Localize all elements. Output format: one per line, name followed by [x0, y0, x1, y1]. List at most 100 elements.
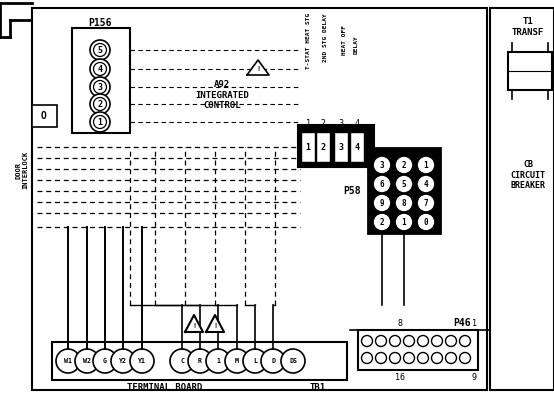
Text: C: C — [180, 358, 184, 364]
Circle shape — [373, 156, 391, 174]
Text: DELAY: DELAY — [353, 35, 358, 54]
Text: 4: 4 — [98, 64, 102, 73]
Circle shape — [90, 94, 110, 114]
Circle shape — [395, 156, 413, 174]
Circle shape — [188, 349, 212, 373]
Text: 5: 5 — [98, 45, 102, 55]
Text: 4: 4 — [355, 143, 360, 152]
Circle shape — [417, 156, 435, 174]
Circle shape — [373, 213, 391, 231]
Bar — [301, 132, 315, 162]
Polygon shape — [247, 60, 269, 75]
Text: !: ! — [256, 66, 260, 72]
Circle shape — [445, 335, 456, 346]
Text: HEAT OFF: HEAT OFF — [341, 25, 346, 55]
Circle shape — [90, 40, 110, 60]
Circle shape — [111, 349, 135, 373]
Text: Y2: Y2 — [119, 358, 127, 364]
Text: TB1: TB1 — [310, 382, 326, 391]
Text: 3: 3 — [379, 160, 384, 169]
Circle shape — [395, 175, 413, 193]
Text: 9: 9 — [471, 372, 476, 382]
Circle shape — [418, 335, 428, 346]
Bar — [368, 148, 440, 233]
Text: L: L — [253, 358, 257, 364]
Circle shape — [395, 194, 413, 212]
Circle shape — [373, 175, 391, 193]
Text: P46: P46 — [453, 318, 471, 328]
Circle shape — [94, 115, 106, 128]
Text: 1: 1 — [98, 117, 102, 126]
Circle shape — [281, 349, 305, 373]
Circle shape — [403, 335, 414, 346]
Circle shape — [417, 194, 435, 212]
Text: T1
TRANSF: T1 TRANSF — [512, 17, 544, 37]
Text: DOOR
INTERLOCK: DOOR INTERLOCK — [16, 151, 28, 189]
Text: 1: 1 — [305, 118, 310, 128]
Text: 1: 1 — [216, 358, 220, 364]
Circle shape — [376, 335, 387, 346]
Bar — [72, 28, 130, 133]
Text: 0: 0 — [424, 218, 428, 226]
Text: 2: 2 — [98, 100, 102, 109]
Circle shape — [395, 213, 413, 231]
Text: O: O — [41, 111, 47, 121]
Bar — [32, 8, 487, 390]
Circle shape — [432, 335, 443, 346]
Text: R: R — [198, 358, 202, 364]
Text: 1: 1 — [424, 160, 428, 169]
Circle shape — [170, 349, 194, 373]
Circle shape — [94, 98, 106, 111]
Text: 7: 7 — [424, 199, 428, 207]
Text: DS: DS — [289, 358, 297, 364]
Polygon shape — [185, 315, 203, 332]
Bar — [52, 342, 347, 380]
Text: 2: 2 — [402, 160, 406, 169]
Circle shape — [418, 352, 428, 363]
Circle shape — [362, 335, 372, 346]
Text: 16: 16 — [395, 372, 405, 382]
Circle shape — [93, 349, 117, 373]
Circle shape — [417, 213, 435, 231]
Bar — [334, 132, 348, 162]
Circle shape — [225, 349, 249, 373]
Circle shape — [373, 194, 391, 212]
Text: !: ! — [213, 323, 217, 329]
Text: 4: 4 — [424, 179, 428, 188]
Circle shape — [376, 352, 387, 363]
Text: CB
CIRCUIT
BREAKER: CB CIRCUIT BREAKER — [510, 160, 546, 190]
Text: 2: 2 — [321, 118, 326, 128]
Text: W2: W2 — [83, 358, 91, 364]
Text: T-STAT HEAT STG: T-STAT HEAT STG — [305, 13, 310, 69]
Circle shape — [432, 352, 443, 363]
Text: 8: 8 — [402, 199, 406, 207]
Text: 8: 8 — [398, 318, 403, 327]
Text: 3: 3 — [98, 83, 102, 92]
Text: W1: W1 — [64, 358, 72, 364]
Bar — [316, 132, 330, 162]
Text: 9: 9 — [379, 199, 384, 207]
Circle shape — [94, 62, 106, 75]
Circle shape — [417, 175, 435, 193]
Text: 6: 6 — [379, 179, 384, 188]
Circle shape — [389, 335, 401, 346]
Circle shape — [90, 77, 110, 97]
Text: P58: P58 — [343, 186, 361, 196]
Circle shape — [459, 352, 470, 363]
Circle shape — [403, 352, 414, 363]
Text: G: G — [103, 358, 107, 364]
Polygon shape — [206, 315, 224, 332]
Text: D: D — [271, 358, 275, 364]
Text: A92
INTEGRATED
CONTROL: A92 INTEGRATED CONTROL — [195, 80, 249, 110]
Circle shape — [75, 349, 99, 373]
Circle shape — [362, 352, 372, 363]
Text: 4: 4 — [355, 118, 360, 128]
Circle shape — [459, 335, 470, 346]
Text: 3: 3 — [338, 143, 343, 152]
Text: 3: 3 — [338, 118, 343, 128]
Circle shape — [90, 112, 110, 132]
Bar — [358, 330, 478, 370]
Circle shape — [94, 43, 106, 56]
Circle shape — [243, 349, 267, 373]
Bar — [32, 105, 57, 127]
